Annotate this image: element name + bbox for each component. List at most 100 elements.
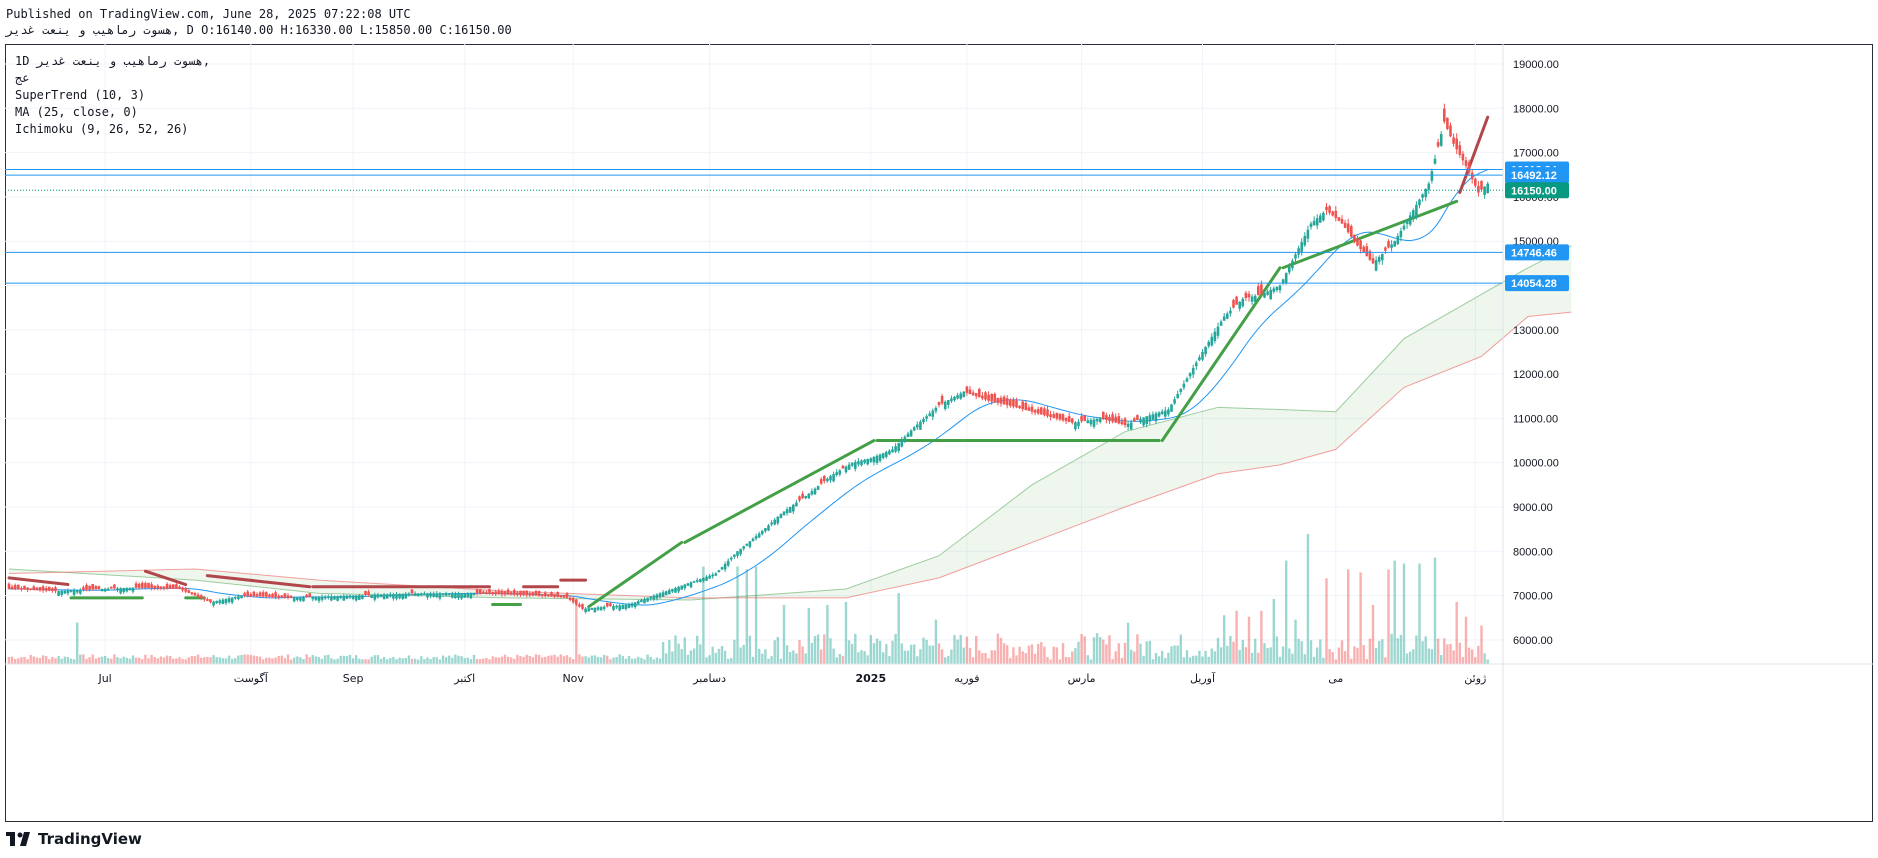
volume-bar: [1477, 645, 1480, 664]
legend-supertrend[interactable]: SuperTrend (10, 3): [15, 88, 146, 102]
candle-body: [1145, 416, 1148, 425]
candle-body: [230, 597, 234, 603]
volume-bar: [426, 657, 429, 664]
candle-body: [544, 592, 547, 597]
volume-bar: [510, 657, 513, 664]
candle-body: [581, 604, 584, 609]
candle-body: [627, 604, 631, 608]
volume-bar: [742, 644, 745, 664]
volume-bar: [1356, 647, 1359, 664]
candle-body: [1384, 247, 1387, 251]
volume-bar: [1102, 639, 1105, 664]
candle-body: [1427, 183, 1431, 190]
volume-bar: [1111, 659, 1114, 664]
legend-timeframe[interactable]: 1D: [15, 54, 30, 68]
candle-body: [438, 593, 442, 599]
candle-body: [299, 597, 302, 601]
volume-bar: [937, 643, 941, 664]
candle-body: [398, 593, 401, 599]
volume-bar: [882, 652, 885, 664]
volume-bar: [243, 654, 246, 664]
candle-body: [168, 585, 172, 589]
volume-bar: [1483, 653, 1486, 664]
candle-body: [475, 589, 479, 594]
volume-bar: [1244, 647, 1248, 664]
candle-body: [863, 459, 866, 463]
candle-body: [916, 424, 919, 428]
volume-bar: [432, 657, 435, 664]
volume-bar: [919, 649, 922, 664]
volume-bar: [85, 658, 88, 664]
volume-bar: [1089, 659, 1093, 664]
candle-body: [1371, 258, 1375, 264]
volume-bar: [1461, 657, 1465, 664]
volume-bar: [813, 635, 817, 664]
volume-bar: [894, 633, 897, 664]
candle-body: [708, 575, 711, 579]
candle-body: [382, 594, 386, 600]
candle-body: [261, 592, 265, 597]
volume-bar: [665, 653, 668, 664]
candle-body: [1151, 414, 1155, 420]
volume-bar: [1449, 643, 1452, 664]
volume-bar: [810, 642, 814, 664]
volume-bar: [491, 656, 494, 664]
volume-bar: [627, 655, 631, 664]
chart-canvas[interactable]: 19000.0018000.0017000.0016000.0015000.00…: [5, 44, 1873, 822]
candle-body: [782, 511, 786, 516]
candle-body: [1148, 415, 1152, 422]
candle-body: [981, 395, 984, 399]
candle-body: [336, 596, 339, 601]
volume-bar: [457, 655, 460, 664]
candle-body: [1092, 419, 1096, 427]
candle-body: [1387, 241, 1390, 248]
volume-bar: [1192, 655, 1195, 664]
volume-bar: [609, 659, 612, 664]
volume-bar: [1427, 648, 1430, 664]
volume-bar: [1343, 651, 1347, 664]
volume-bar: [624, 658, 628, 664]
candle-body: [1377, 257, 1381, 262]
x-tick-label: آگوست: [234, 671, 269, 685]
candle-body: [1359, 240, 1362, 250]
candle-body: [311, 596, 315, 600]
candle-body: [1061, 414, 1065, 421]
volume-bar: [1241, 639, 1244, 664]
volume-bar: [922, 637, 925, 664]
candle-body: [813, 488, 817, 495]
volume-bar: [131, 655, 135, 664]
volume-bar: [680, 649, 683, 664]
candle-body: [506, 589, 510, 595]
volume-bar: [413, 658, 417, 664]
candle-body: [1210, 336, 1214, 346]
volume-bar: [451, 657, 454, 664]
volume-bar: [1223, 615, 1226, 664]
volume-bar: [119, 658, 122, 664]
candles: [7, 103, 1489, 614]
volume-bar: [1145, 641, 1148, 664]
candle-body: [692, 581, 696, 583]
candle-body: [286, 595, 290, 598]
legend-ichimoku[interactable]: Ichimoku (9, 26, 52, 26): [15, 122, 189, 136]
x-tick-label: می: [1328, 672, 1343, 685]
volume-bar: [302, 659, 305, 664]
candle-body: [131, 587, 135, 592]
ichimoku-span-b: [8, 311, 1572, 599]
volume-bar: [1064, 656, 1068, 664]
tradingview-logo[interactable]: TradingView: [6, 830, 142, 848]
supertrend-line: [1160, 266, 1282, 443]
candle-body: [497, 590, 501, 595]
candle-body: [1089, 419, 1093, 425]
candle-body: [97, 586, 101, 590]
volume-bar: [1436, 638, 1440, 664]
legend-ma[interactable]: MA (25, close, 0): [15, 105, 138, 119]
candle-body: [327, 596, 330, 599]
volume-bar: [1396, 638, 1399, 664]
candle-body: [912, 427, 916, 431]
candle-body: [1123, 418, 1127, 426]
candle-body: [426, 593, 429, 598]
candle-body: [903, 436, 907, 442]
legend-symbol[interactable]: هسوت رماهیب و ینعت غدیر,: [36, 54, 211, 68]
candle-body: [950, 398, 953, 402]
supertrend-line: [683, 439, 876, 544]
